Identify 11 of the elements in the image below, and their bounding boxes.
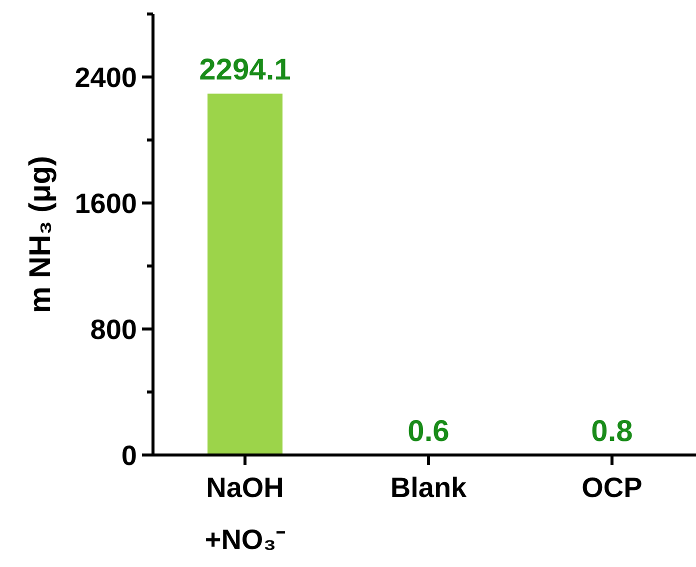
y-tick-label: 1600 xyxy=(74,188,137,219)
x-tick-label: OCP xyxy=(582,472,642,503)
data-label: 0.6 xyxy=(408,414,450,448)
data-label: 2294.1 xyxy=(199,54,291,87)
data-label: 0.8 xyxy=(591,414,633,448)
y-tick-label: 0 xyxy=(121,440,137,471)
x-tick-label: NaOH +NO₃⁻ xyxy=(204,472,286,555)
y-tick-label: 800 xyxy=(90,314,137,345)
y-tick-label: 2400 xyxy=(74,62,137,93)
x-tick-label: Blank xyxy=(390,472,468,503)
y-axis-title: m NH₃ (μg) xyxy=(24,156,57,314)
